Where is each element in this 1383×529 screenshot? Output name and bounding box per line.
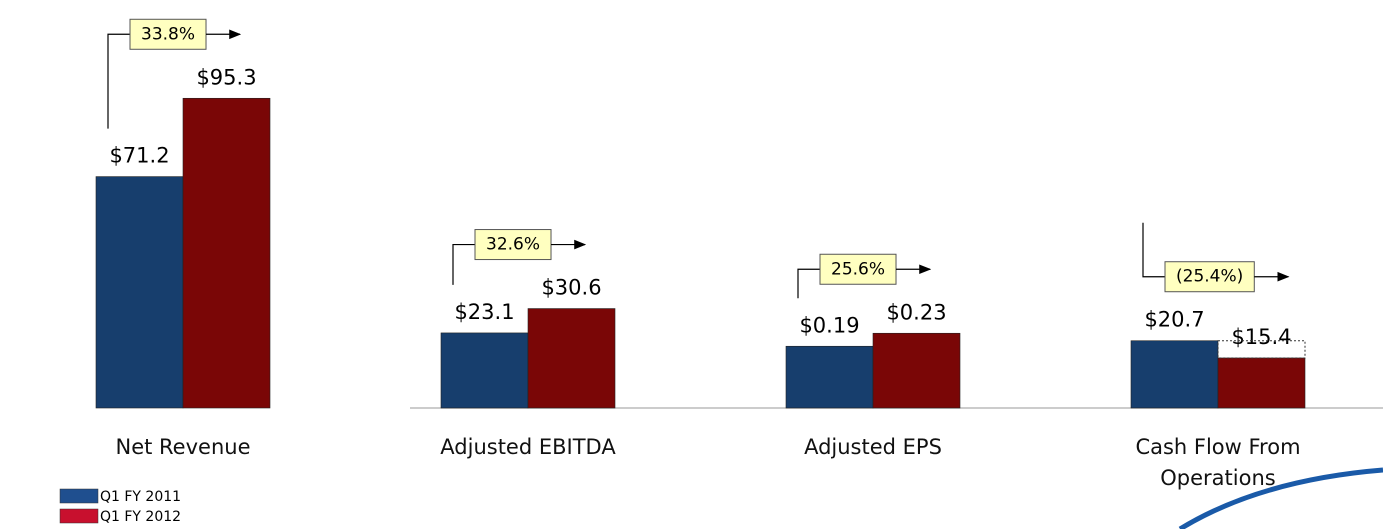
annotation-box xyxy=(1164,261,1255,293)
annotation-box xyxy=(474,229,552,261)
legend-swatch xyxy=(59,508,99,524)
connector xyxy=(107,33,130,129)
growth-annotation: 32.6% xyxy=(486,235,540,255)
annotation-box xyxy=(129,18,207,50)
data-label: $0.23 xyxy=(886,300,946,324)
growth-annotation: 25.6% xyxy=(831,259,885,279)
category-label: Cash Flow From Operations xyxy=(1135,435,1301,490)
bar xyxy=(440,332,529,409)
bar xyxy=(1217,357,1306,409)
bar xyxy=(1130,340,1219,409)
bar xyxy=(182,97,271,409)
growth-annotation: 33.8% xyxy=(141,24,195,44)
category-label: Net Revenue xyxy=(115,435,251,459)
bar xyxy=(872,332,961,409)
data-label: $95.3 xyxy=(196,65,256,89)
bar xyxy=(785,345,874,409)
growth-annotation: (25.4%) xyxy=(1176,267,1243,287)
connector xyxy=(1142,222,1165,278)
data-label: $0.19 xyxy=(799,313,859,337)
data-label: $30.6 xyxy=(541,276,601,300)
annotation-box xyxy=(819,253,897,285)
legend-swatch xyxy=(59,488,99,504)
data-label: $71.2 xyxy=(109,144,169,168)
data-label: $15.4 xyxy=(1231,325,1291,349)
data-label: $20.7 xyxy=(1144,308,1204,332)
connector xyxy=(452,243,475,285)
bar xyxy=(95,176,184,409)
category-label: Adjusted EPS xyxy=(804,435,942,459)
connector xyxy=(797,268,820,299)
data-label: $23.1 xyxy=(454,300,514,324)
legend-label: Q1 FY 2012 xyxy=(100,509,181,525)
logo-arc xyxy=(1178,467,1383,529)
bar xyxy=(527,308,616,409)
category-label: Adjusted EBITDA xyxy=(440,435,616,459)
legend-label: Q1 FY 2011 xyxy=(100,489,181,505)
